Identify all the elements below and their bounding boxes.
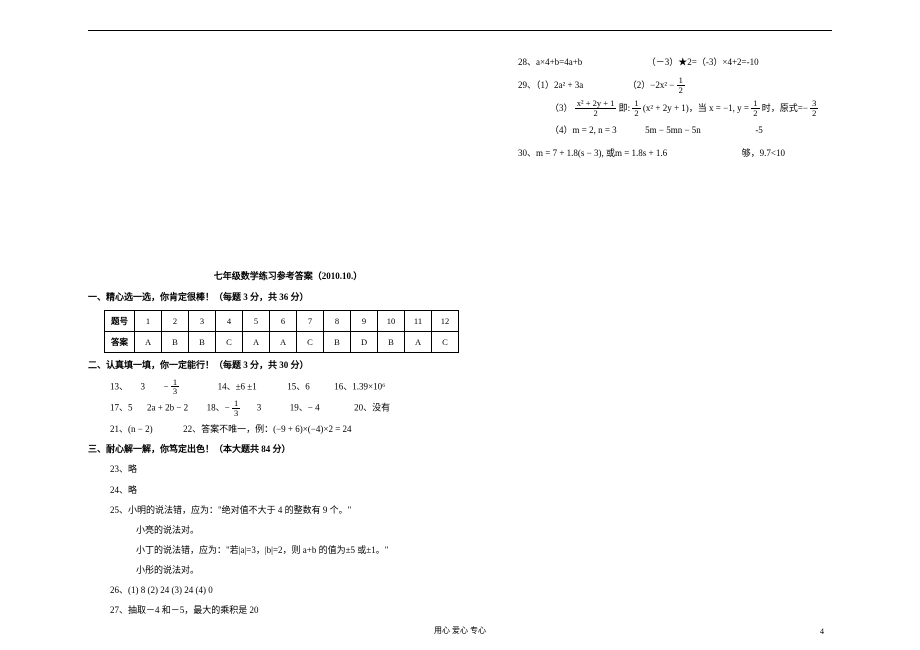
q29-3-pre: （3） (550, 103, 573, 113)
q29-4a: （4）m = 2, n = 3 (550, 125, 617, 135)
q29-3-mid: 即: (619, 103, 631, 113)
row-21-22: 21、(n − 2) 22、答案不唯一，例：(−9 + 6)×(−4)×2 = … (88, 421, 488, 438)
footer-text: 用心 爱心 专心 (0, 625, 920, 636)
row-label-1: 题号 (105, 311, 135, 332)
q25-3: 小丁的说法错，应为："若|a|=3，|b|=2，则 a+b 的值为±5 或±1。… (88, 542, 488, 559)
q22: 22、答案不唯一，例：(−9 + 6)×(−4)×2 = 24 (183, 424, 351, 434)
frac-half-c: 12 (751, 99, 759, 118)
frac-half-a: 12 (677, 76, 685, 95)
q25-2: 小亮的说法对。 (88, 522, 488, 539)
q25-1: 25、小明的说法错，应为："绝对值不大于 4 的整数有 9 个。" (88, 502, 488, 519)
q13-neg: − (164, 381, 169, 391)
q30-b: 够，9.7<10 (742, 148, 785, 158)
q29-3-tail: (x² + 2y + 1)，当 x = −1, y = (643, 103, 749, 113)
q13-label: 13、 (110, 381, 128, 391)
q19: 19、− 4 (290, 403, 320, 413)
answer-table: 题号 123456789101112 答案 ABBCAACBDBAC (104, 310, 459, 353)
frac-one-third-a: 13 (171, 378, 179, 397)
right-column: 28、a×4+b=4a+b （－3）★2=（-3）×4+2=-10 29、（1）… (518, 50, 878, 167)
frac-three-half: 32 (810, 99, 818, 118)
q21: 21、(n − 2) (110, 424, 153, 434)
q29-3-end: 时，原式=− (762, 103, 808, 113)
q25-4: 小彤的说法对。 (88, 562, 488, 579)
q29-2-pre: （2）−2x² − (628, 80, 675, 90)
table-row-ans: 答案 ABBCAACBDBAC (105, 332, 459, 353)
q29-1: 29、（1）2a² + 3a (518, 80, 583, 90)
q20: 20、没有 (354, 403, 390, 413)
q15: 15、6 (287, 381, 310, 391)
q16: 16、1.39×10⁶ (334, 381, 385, 391)
q17b: 2a + 2b − 2 (147, 403, 188, 413)
q29-3: （3） x² + 2y + 12 即: 12 (x² + 2y + 1)，当 x… (518, 99, 878, 119)
left-column: 七年级数学练习参考答案（2010.10.） 一、精心选一选，你肯定很棒！（每题 … (88, 268, 488, 622)
q29-1-2: 29、（1）2a² + 3a （2）−2x² − 12 (518, 76, 878, 96)
row-17-20: 17、5 2a + 2b − 2 18、− 13 3 19、− 4 20、没有 (88, 399, 488, 418)
q29-4b: 5m − 5mn − 5n (645, 125, 701, 135)
q18c: 3 (257, 403, 262, 413)
q29-4: （4）m = 2, n = 3 5m − 5mn − 5n -5 (518, 121, 878, 141)
page-number: 4 (820, 627, 824, 636)
q30-a: 30、m = 7 + 1.8(s − 3), 或m = 1.8s + 1.6 (518, 148, 667, 158)
frac-expr: x² + 2y + 12 (575, 99, 617, 118)
frac-one-third-b: 13 (232, 399, 240, 418)
frac-half-b: 12 (632, 99, 640, 118)
q28-b: （－3）★2=（-3）×4+2=-10 (647, 57, 759, 67)
q23: 23、略 (88, 461, 488, 478)
row-label-2: 答案 (105, 332, 135, 353)
q13-v1: 3 (141, 381, 146, 391)
q26: 26、(1) 8 (2) 24 (3) 24 (4) 0 (88, 582, 488, 599)
section-2-head: 二、认真填一填，你一定能行！（每题 3 分，共 30 分） (88, 357, 488, 374)
q28: 28、a×4+b=4a+b （－3）★2=（-3）×4+2=-10 (518, 53, 878, 73)
q18a: 18、− (207, 403, 230, 413)
top-rule (88, 30, 832, 31)
q24: 24、略 (88, 482, 488, 499)
q28-a: 28、a×4+b=4a+b (518, 57, 582, 67)
answer-title: 七年级数学练习参考答案（2010.10.） (88, 268, 488, 285)
section-3-head: 三、耐心解一解，你笃定出色！（本大题共 84 分） (88, 441, 488, 458)
q17a: 17、5 (110, 403, 133, 413)
table-row-nums: 题号 123456789101112 (105, 311, 459, 332)
q27: 27、抽取－4 和－5，最大的乘积是 20 (88, 602, 488, 619)
row-13-16: 13、 3 − 13 14、±6 ±1 15、6 16、1.39×10⁶ (88, 378, 488, 397)
q14: 14、±6 ±1 (218, 381, 257, 391)
q29-4c: -5 (755, 125, 763, 135)
q30: 30、m = 7 + 1.8(s − 3), 或m = 1.8s + 1.6 够… (518, 144, 878, 164)
section-1-head: 一、精心选一选，你肯定很棒！（每题 3 分，共 36 分） (88, 289, 488, 306)
